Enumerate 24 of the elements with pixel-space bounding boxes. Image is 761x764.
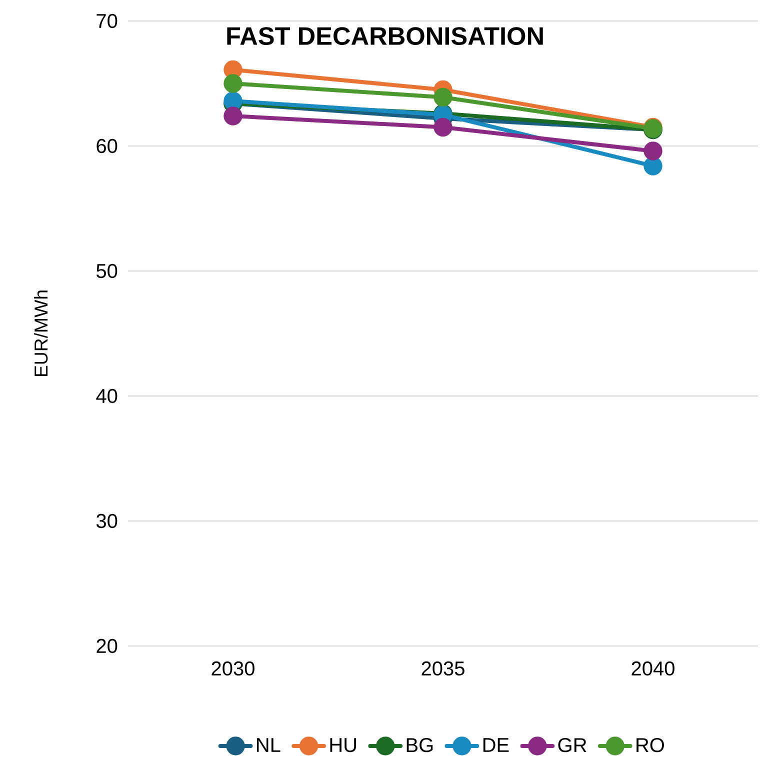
legend-label: NL — [257, 738, 280, 752]
x-tick-label: 2040 — [632, 661, 674, 676]
x-tick-label: 2030 — [212, 661, 254, 676]
y-tick-label: 40 — [96, 388, 118, 404]
point — [224, 92, 242, 110]
y-tick-label: 30 — [96, 514, 118, 528]
point — [644, 156, 662, 176]
point — [644, 142, 662, 160]
point — [434, 118, 452, 137]
y-tick-label: 70 — [96, 14, 118, 28]
y-tick-label: 20 — [96, 638, 118, 654]
legend-label: RO — [636, 738, 664, 752]
point — [224, 106, 242, 126]
legend-label: GR — [558, 738, 586, 752]
point — [224, 74, 242, 93]
legend-label: DE — [483, 738, 509, 752]
y-axis-title: EUR/MWh — [34, 290, 48, 376]
chart-title: FAST DECARBONISATION — [227, 27, 543, 46]
y-tick-label: 60 — [96, 138, 118, 154]
legend-label: HU — [330, 738, 356, 752]
point — [434, 88, 452, 107]
legend-label: BG — [406, 738, 433, 752]
x-tick-label: 2035 — [422, 661, 464, 676]
y-tick-label: 50 — [96, 264, 118, 278]
